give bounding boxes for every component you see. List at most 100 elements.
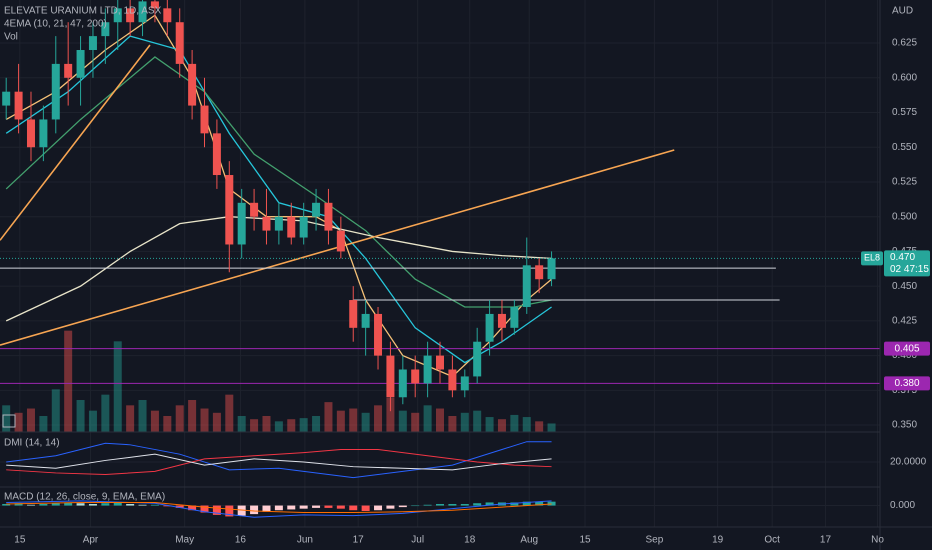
y-tick-label: 0.625	[892, 38, 917, 49]
macd-bar	[386, 505, 395, 509]
candle-body	[163, 8, 172, 23]
scale-button[interactable]	[2, 414, 16, 428]
candle-body	[212, 133, 221, 176]
macd-bar	[101, 503, 110, 506]
volume-bar	[374, 405, 383, 432]
volume-bar	[150, 410, 159, 432]
volume-bar	[212, 412, 221, 432]
volume-bar	[88, 410, 97, 432]
candle-body	[436, 355, 444, 370]
y-tick-label: 20.0000	[890, 457, 927, 468]
candle-body	[497, 313, 506, 328]
volume-bar	[535, 421, 544, 432]
symbol-label: EL8	[864, 253, 880, 263]
macd-bar	[175, 505, 184, 508]
macd-bar	[225, 505, 234, 517]
candle-body	[535, 265, 544, 280]
level-label: 0.380	[894, 378, 919, 389]
candle-body	[39, 119, 48, 148]
dmi-line	[6, 449, 552, 476]
macd-bar	[547, 501, 556, 506]
level-label: 0.405	[894, 343, 919, 354]
candle-body	[262, 216, 271, 231]
y-tick-label: 0.500	[892, 211, 917, 222]
y-tick-label: 0.350	[892, 420, 917, 431]
macd-bar	[436, 504, 444, 506]
volume-bar	[175, 405, 184, 432]
macd-bar	[287, 505, 296, 510]
macd-bar	[374, 505, 383, 511]
macd-bar	[448, 504, 457, 506]
volume-bar	[510, 414, 519, 432]
volume-bar	[113, 341, 122, 432]
volume-bar	[324, 402, 333, 432]
volume-bar	[299, 418, 308, 432]
macd-bar	[361, 505, 370, 511]
macd-bar	[535, 501, 544, 506]
x-tick-label: Apr	[83, 535, 99, 546]
plot	[0, 0, 880, 518]
volume-bar	[26, 408, 35, 432]
candle-body	[324, 202, 333, 231]
macd-bar	[26, 504, 35, 506]
candle-body	[237, 202, 246, 245]
y-tick-label: 0.375	[892, 385, 917, 396]
symbol-box	[861, 251, 883, 266]
candle-body	[175, 22, 184, 64]
volume-bar	[163, 416, 172, 432]
trend-line	[0, 44, 151, 241]
macd-bar	[324, 505, 333, 508]
macd-bar	[460, 504, 469, 506]
macd-bar	[76, 503, 85, 506]
candle-body	[274, 216, 283, 231]
level-label-box	[884, 341, 930, 356]
candle-body	[485, 313, 494, 342]
candle-body	[26, 119, 35, 148]
macd-bar	[274, 505, 283, 511]
volume-bar	[188, 400, 197, 432]
volume-bar	[51, 389, 60, 432]
macd-bar	[138, 504, 147, 506]
x-tick-label: 17	[820, 535, 832, 546]
volume-bar	[386, 397, 395, 432]
macd-bar	[14, 503, 23, 506]
dmi-label: DMI (14, 14)	[4, 438, 60, 449]
candle-body	[423, 355, 432, 384]
macd-bar	[188, 505, 197, 511]
x-tick-label: 17	[353, 535, 365, 546]
y-tick-label: 0.425	[892, 316, 917, 327]
volume-bar	[274, 421, 283, 432]
volume-bar	[39, 416, 48, 432]
volume-bar	[411, 412, 420, 432]
dmi-line	[6, 453, 552, 471]
volume-bar	[398, 410, 407, 432]
last-price-label: 0.470	[890, 252, 915, 263]
macd-bar	[485, 502, 494, 506]
volume-bar	[349, 408, 358, 432]
candle-body	[460, 376, 469, 391]
candle-body	[336, 230, 345, 252]
x-tick-label: 18	[464, 535, 476, 546]
candle-body	[51, 63, 60, 120]
currency: AUD	[892, 6, 913, 17]
volume-bar	[497, 419, 506, 432]
volume-bar	[448, 416, 457, 432]
y-tick-label: 0.550	[892, 142, 917, 153]
volume-bar	[423, 405, 432, 432]
candle-body	[386, 355, 395, 398]
candle-body	[349, 300, 358, 328]
candle-body	[448, 369, 457, 391]
macd-bar	[522, 501, 531, 506]
level-label-box	[884, 376, 930, 391]
y-tick-label: 0.575	[892, 107, 917, 118]
chart-title: ELEVATE URANIUM LTD, 1D, ASX	[4, 6, 162, 17]
volume-bar	[361, 412, 370, 432]
volume-bar	[485, 417, 494, 432]
candle-body	[411, 369, 420, 384]
candle-body	[101, 22, 110, 37]
candle-body	[126, 8, 135, 23]
macd-line	[6, 501, 552, 514]
volume-bar	[101, 394, 110, 432]
candle-body	[200, 105, 209, 134]
